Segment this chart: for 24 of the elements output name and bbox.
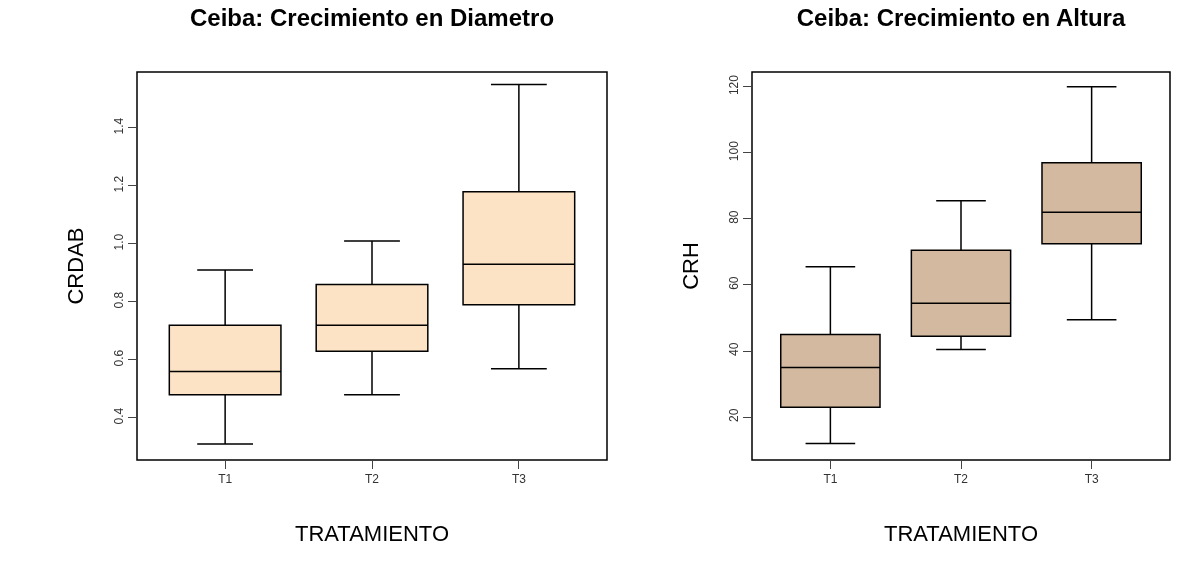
y-tick-label: 60 [727,276,742,290]
y-axis-title: CRDAB [63,227,88,305]
y-tick-label: 0.4 [112,407,127,425]
x-tick-label: T2 [953,472,969,487]
y-tick-label: 1.4 [112,117,127,135]
y-tick-label: 1.2 [112,175,127,193]
y-tick-label: 80 [727,210,742,224]
y-tick-label: 100 [727,140,742,162]
x-axis-title: TRATAMIENTO [884,521,1038,547]
x-axis-title: TRATAMIENTO [295,521,449,547]
y-tick-label: 20 [727,408,742,422]
y-tick-label: 0.6 [112,349,127,367]
chart-title: Ceiba: Crecimiento en Diametro [189,3,555,31]
x-tick-label: T3 [511,472,527,487]
x-tick-label: T2 [364,472,380,487]
y-axis-title: CRH [678,242,703,290]
y-tick-label: 0.8 [112,291,127,309]
x-tick-label: T1 [823,472,838,487]
x-tick-label: T3 [1084,472,1099,487]
y-tick-label: 120 [727,74,742,96]
chart-title: Ceiba: Crecimiento en Altura [796,3,1126,31]
y-tick-label: 1.0 [112,233,127,251]
x-tick-label: T1 [218,472,233,487]
y-tick-label: 40 [727,342,742,356]
